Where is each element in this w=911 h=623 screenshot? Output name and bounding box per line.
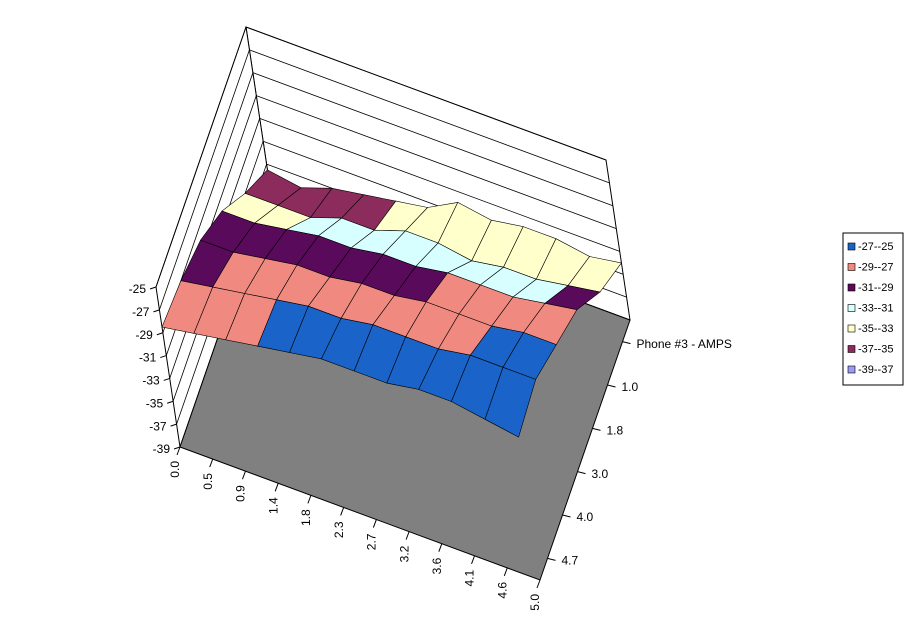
tick-mark <box>307 495 312 504</box>
tick-mark <box>405 531 410 540</box>
legend-label: -33--31 <box>858 302 893 314</box>
z-tick-label: -33 <box>142 374 160 388</box>
legend-label: -29--27 <box>858 261 893 273</box>
x-tick-label: 0.5 <box>201 473 215 490</box>
x-tick-label: 3.6 <box>430 557 444 574</box>
x-tick-label: 2.3 <box>332 521 346 538</box>
tick-mark <box>372 519 377 528</box>
legend-swatch <box>847 304 856 312</box>
legend-label: -37--35 <box>858 343 893 355</box>
x-tick-label: 1.4 <box>266 497 280 514</box>
depth-tick-label: 1.0 <box>622 380 639 394</box>
tick-mark <box>577 471 586 475</box>
x-tick-label: 0.9 <box>234 485 248 502</box>
depth-tick-label: Phone #3 - AMPS <box>637 337 732 351</box>
grid-line <box>159 49 610 311</box>
tick-mark <box>562 514 571 518</box>
tick-mark <box>471 555 476 564</box>
tick-mark <box>163 377 170 381</box>
tick-mark <box>153 309 160 313</box>
tick-mark <box>274 483 279 492</box>
tick-mark <box>503 567 508 577</box>
legend-label: -35--33 <box>858 323 893 335</box>
depth-tick-label: 4.7 <box>562 554 579 568</box>
z-tick-label: -31 <box>139 351 157 365</box>
tick-mark <box>209 458 214 468</box>
x-tick-label: 1.8 <box>299 509 313 526</box>
tick-mark <box>160 355 167 359</box>
tick-mark <box>173 446 181 450</box>
legend-swatch <box>847 365 856 374</box>
surface-cell <box>484 366 537 438</box>
grid-line <box>162 72 614 333</box>
x-tick-label: 5.0 <box>528 594 542 611</box>
tick-mark <box>438 543 443 552</box>
tick-mark <box>622 341 631 345</box>
tick-mark <box>607 384 616 388</box>
x-tick-label: 4.1 <box>463 569 477 586</box>
tick-mark <box>536 579 541 589</box>
z-tick-label: -35 <box>146 396 164 410</box>
legend-label: -27--25 <box>858 241 893 253</box>
x-tick-label: 2.7 <box>365 533 379 550</box>
tick-mark <box>241 471 246 480</box>
depth-tick-label: 4.0 <box>577 510 594 524</box>
legend-swatch <box>847 242 856 251</box>
x-tick-label: 0.0 <box>168 461 182 478</box>
z-tick-label: -29 <box>136 328 154 342</box>
z-tick-label: -25 <box>129 282 147 296</box>
legend-label: -31--29 <box>858 282 893 294</box>
tick-mark <box>170 423 177 427</box>
tick-mark <box>166 400 174 404</box>
legend-swatch <box>847 283 856 292</box>
tick-mark <box>592 427 601 431</box>
legend-swatch <box>847 345 856 353</box>
depth-tick-label: 1.8 <box>607 424 624 438</box>
z-tick-label: -37 <box>149 419 167 433</box>
tick-mark <box>340 507 345 516</box>
z-tick-label: -39 <box>153 442 171 456</box>
legend-label: -39--37 <box>858 364 893 376</box>
grid-line <box>155 26 607 288</box>
surface <box>161 169 622 438</box>
x-tick-label: 4.6 <box>495 582 509 599</box>
z-tick-label: -27 <box>132 305 150 319</box>
legend-swatch <box>847 324 856 333</box>
tick-mark <box>149 286 157 290</box>
tick-mark <box>547 557 556 561</box>
x-tick-label: 3.2 <box>397 545 411 562</box>
tick-mark <box>176 446 181 456</box>
depth-tick-label: 3.0 <box>592 467 609 481</box>
tick-mark <box>156 332 164 336</box>
legend-swatch <box>847 263 856 271</box>
